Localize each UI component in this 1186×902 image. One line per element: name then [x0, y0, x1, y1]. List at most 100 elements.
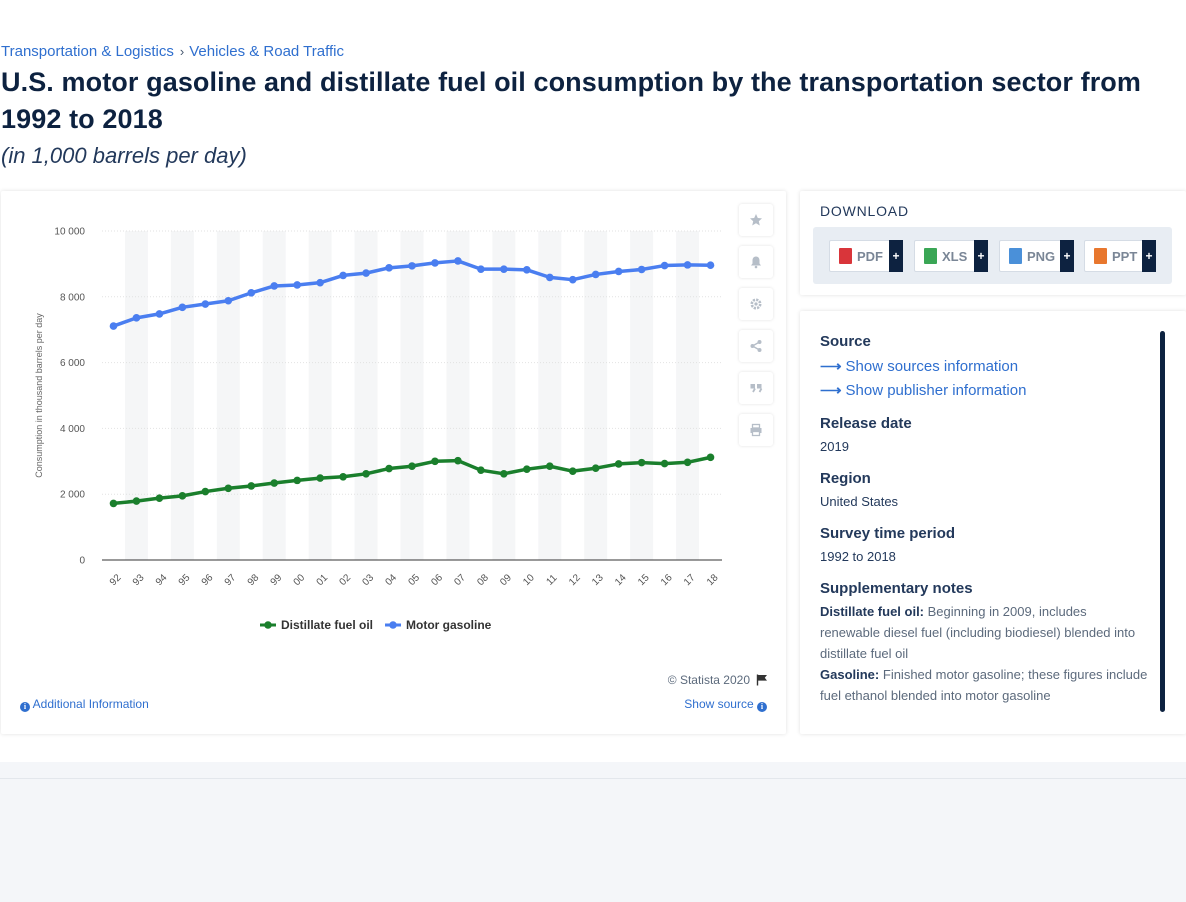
breadcrumb-item-vehicles[interactable]: Vehicles & Road Traffic [189, 43, 345, 60]
scrollbar[interactable] [1160, 331, 1165, 712]
favorite-star-icon[interactable] [739, 204, 773, 236]
plus-icon[interactable]: + [1142, 240, 1156, 272]
data-point-distillate-fuel-oil[interactable] [477, 466, 485, 474]
data-point-distillate-fuel-oil[interactable] [316, 474, 324, 482]
show-source-label: Show source [684, 697, 754, 711]
data-point-motor-gasoline[interactable] [408, 262, 416, 270]
copyright-text: © Statista 2020 [667, 673, 750, 687]
data-point-motor-gasoline[interactable] [385, 264, 393, 272]
plus-icon[interactable]: + [1060, 240, 1074, 272]
download-ppt-label: PPT [1112, 248, 1138, 264]
data-point-distillate-fuel-oil[interactable] [109, 499, 118, 508]
data-point-motor-gasoline[interactable] [706, 261, 715, 270]
data-point-motor-gasoline[interactable] [270, 282, 279, 290]
quote-icon[interactable] [739, 372, 773, 404]
show-source-link[interactable]: Show source i [684, 697, 767, 712]
gear-icon[interactable] [739, 288, 773, 320]
bell-icon[interactable] [739, 246, 773, 278]
download-pdf-button[interactable]: PDF + [829, 240, 903, 272]
data-point-distillate-fuel-oil[interactable] [706, 453, 715, 462]
x-tick-label: 93 [131, 572, 147, 588]
data-point-motor-gasoline[interactable] [637, 265, 646, 274]
data-point-motor-gasoline[interactable] [454, 257, 462, 265]
data-point-motor-gasoline[interactable] [316, 278, 324, 287]
data-point-distillate-fuel-oil[interactable] [545, 462, 554, 471]
data-point-distillate-fuel-oil[interactable] [339, 472, 347, 481]
data-point-motor-gasoline[interactable] [660, 261, 669, 270]
breadcrumb: Transportation & Logistics › Vehicles & Ro… [1, 43, 344, 60]
x-tick-label: 10 [521, 572, 537, 588]
data-point-distillate-fuel-oil[interactable] [500, 470, 508, 478]
data-point-distillate-fuel-oil[interactable] [660, 459, 669, 468]
data-point-motor-gasoline[interactable] [683, 261, 692, 269]
data-point-distillate-fuel-oil[interactable] [431, 457, 439, 466]
data-point-motor-gasoline[interactable] [224, 296, 233, 305]
data-point-distillate-fuel-oil[interactable] [362, 470, 370, 478]
column-band [262, 231, 286, 560]
x-tick-label: 07 [452, 572, 468, 588]
data-point-distillate-fuel-oil[interactable] [178, 492, 187, 500]
data-point-distillate-fuel-oil[interactable] [591, 464, 600, 473]
legend-label-distillate-fuel-oil[interactable]: Distillate fuel oil [281, 618, 373, 632]
download-card: DOWNLOAD PDF + XLS + PNG + PPT + [800, 191, 1186, 295]
data-point-distillate-fuel-oil[interactable] [155, 494, 164, 502]
data-point-distillate-fuel-oil[interactable] [568, 467, 577, 475]
show-publisher-link[interactable]: ⟶ Show publisher information [820, 381, 1026, 399]
y-axis-label: Consumption in thousand barrels per day [34, 313, 44, 478]
data-point-distillate-fuel-oil[interactable] [247, 482, 256, 490]
data-point-motor-gasoline[interactable] [477, 265, 485, 273]
download-bar: PDF + XLS + PNG + PPT + [813, 227, 1172, 284]
column-band [170, 231, 194, 560]
data-point-motor-gasoline[interactable] [568, 275, 577, 284]
show-sources-link[interactable]: ⟶ Show sources information [820, 357, 1018, 375]
download-ppt-button[interactable]: PPT + [1084, 240, 1156, 272]
data-point-distillate-fuel-oil[interactable] [637, 458, 646, 467]
data-point-distillate-fuel-oil[interactable] [270, 479, 279, 487]
download-png-button[interactable]: PNG + [999, 240, 1074, 272]
legend-marker-motor-gasoline[interactable] [389, 621, 397, 629]
data-point-motor-gasoline[interactable] [500, 265, 508, 273]
data-point-distillate-fuel-oil[interactable] [683, 458, 692, 467]
data-point-distillate-fuel-oil[interactable] [201, 487, 210, 496]
plus-icon[interactable]: + [974, 240, 988, 272]
data-point-motor-gasoline[interactable] [201, 300, 210, 308]
survey-period-label: Survey time period [820, 525, 956, 542]
data-point-distillate-fuel-oil[interactable] [614, 460, 623, 468]
x-tick-label: 97 [223, 572, 239, 588]
data-point-distillate-fuel-oil[interactable] [523, 465, 531, 473]
share-icon[interactable] [739, 330, 773, 362]
data-point-distillate-fuel-oil[interactable] [454, 456, 462, 465]
data-point-distillate-fuel-oil[interactable] [224, 484, 233, 493]
pdf-file-icon [839, 248, 852, 264]
data-point-motor-gasoline[interactable] [178, 303, 187, 312]
data-point-motor-gasoline[interactable] [247, 289, 256, 297]
data-point-motor-gasoline[interactable] [155, 310, 164, 318]
download-xls-button[interactable]: XLS + [914, 240, 988, 272]
arrow-right-icon: ⟶ [820, 382, 842, 399]
breadcrumb-item-transportation[interactable]: Transportation & Logistics [1, 43, 174, 60]
data-point-motor-gasoline[interactable] [362, 269, 370, 277]
release-date-value: 2019 [820, 439, 849, 454]
legend-label-motor-gasoline[interactable]: Motor gasoline [406, 618, 492, 632]
x-tick-label: 08 [475, 572, 491, 588]
data-point-motor-gasoline[interactable] [523, 266, 531, 274]
data-point-motor-gasoline[interactable] [614, 267, 623, 276]
data-point-motor-gasoline[interactable] [339, 271, 347, 280]
data-point-distillate-fuel-oil[interactable] [408, 462, 416, 471]
data-point-motor-gasoline[interactable] [545, 273, 554, 282]
data-point-motor-gasoline[interactable] [431, 259, 439, 267]
data-point-distillate-fuel-oil[interactable] [132, 497, 141, 505]
additional-info-link[interactable]: i Additional Information [20, 697, 149, 712]
data-point-distillate-fuel-oil[interactable] [293, 476, 301, 485]
data-point-motor-gasoline[interactable] [109, 322, 118, 330]
data-point-motor-gasoline[interactable] [591, 270, 600, 279]
data-point-distillate-fuel-oil[interactable] [385, 464, 393, 473]
flag-icon[interactable] [756, 674, 768, 686]
data-point-motor-gasoline[interactable] [132, 314, 141, 322]
print-icon[interactable] [739, 414, 773, 446]
x-tick-label: 00 [292, 572, 308, 588]
legend-marker-distillate-fuel-oil[interactable] [264, 621, 272, 629]
plus-icon[interactable]: + [889, 240, 903, 272]
data-point-motor-gasoline[interactable] [293, 281, 301, 289]
